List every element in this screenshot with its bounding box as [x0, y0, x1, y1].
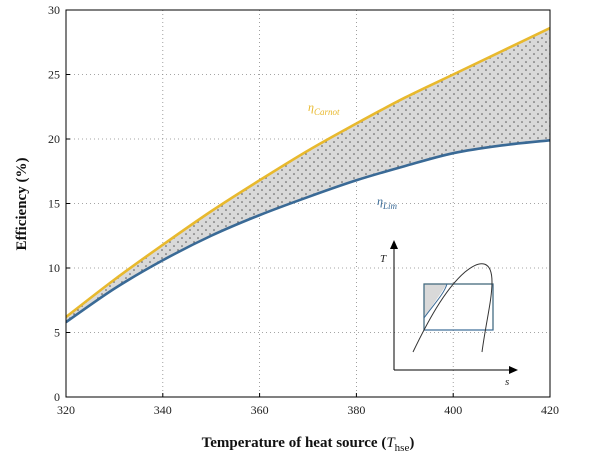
inset-x-label: s	[505, 376, 509, 388]
inset-process-line	[423, 283, 448, 319]
inset-lim-box	[423, 283, 494, 331]
carnot-label-subscript: Carnot	[314, 107, 340, 117]
fill-between-area	[66, 28, 550, 323]
series-lines	[66, 26, 550, 324]
x-axis-title-subscript: hse	[395, 442, 410, 454]
carnot-label-symbol: η	[308, 100, 314, 114]
y-tick-label: 5	[54, 326, 60, 340]
inset-saturation-dome	[412, 263, 493, 353]
x-tick-label: 320	[57, 403, 75, 417]
y-tick-label: 0	[54, 390, 60, 404]
lim-label: ηLim	[377, 194, 397, 211]
y-axis-title: Efficiency (%)	[14, 158, 30, 251]
x-axis-title-text: Temperature of heat source (	[202, 435, 387, 451]
x-axis-title: Temperature of heat source (Thse)	[202, 435, 415, 454]
y-tick-label: 20	[48, 132, 60, 146]
x-tick-label: 400	[444, 403, 462, 417]
y-tick-label: 10	[48, 261, 60, 275]
x-axis-title-symbol: T	[386, 435, 396, 451]
y-tick-label: 25	[48, 68, 60, 82]
carnot-label: ηCarnot	[308, 100, 340, 117]
series-line-carnot	[66, 26, 550, 319]
y-tick-label: 30	[48, 3, 60, 17]
series-line-lim	[66, 138, 550, 324]
fill-between-region	[66, 28, 550, 323]
x-tick-label: 420	[541, 403, 559, 417]
x-tick-label: 340	[154, 403, 172, 417]
lim-label-symbol: η	[377, 194, 383, 208]
inset-x-arrow	[509, 366, 518, 374]
x-axis-title-close: )	[409, 435, 414, 451]
inset-y-label: T	[380, 253, 387, 265]
axis-ticks: 320 340 360 380 400 420 0 5 10 15 20 25 30	[48, 3, 559, 417]
x-tick-label: 360	[251, 403, 269, 417]
y-tick-label: 15	[48, 197, 60, 211]
lim-label-subscript: Lim	[382, 201, 398, 211]
x-tick-label: 380	[347, 403, 365, 417]
inset-y-arrow	[390, 240, 398, 249]
inset-ts-diagram: T s	[380, 240, 518, 388]
